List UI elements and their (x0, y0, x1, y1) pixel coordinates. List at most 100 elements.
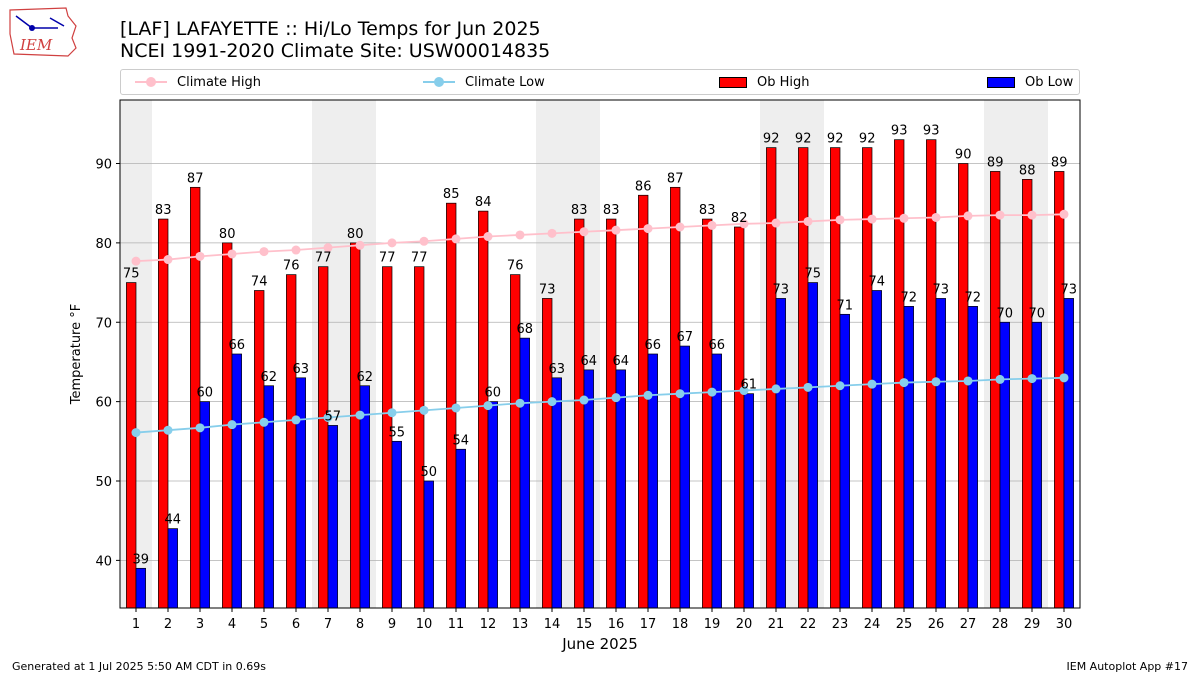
climate-low-point-20 (739, 386, 749, 396)
x-tick-label-18: 18 (672, 617, 689, 632)
ob-low-label-29: 70 (1029, 306, 1046, 321)
ob-low-bar-25 (903, 306, 914, 609)
ob-low-bar-7 (327, 425, 338, 609)
ob-high-label-15: 83 (571, 203, 588, 218)
ob-low-label-21: 73 (773, 282, 790, 297)
climate-low-point-1 (131, 428, 141, 438)
ob-high-label-25: 93 (891, 124, 908, 139)
climate-low-point-27 (963, 376, 973, 386)
x-tick-label-7: 7 (324, 617, 332, 632)
ob-high-label-29: 88 (1019, 163, 1036, 178)
ob-high-bar-29 (1022, 179, 1033, 609)
ob-high-bar-25 (894, 139, 905, 609)
climate-low-point-15 (579, 395, 589, 405)
x-tick-label-11: 11 (448, 617, 465, 632)
x-axis-label: June 2025 (561, 635, 638, 653)
ob-high-bar-21 (766, 147, 777, 609)
climate-high-point-6 (291, 245, 301, 255)
ob-low-label-25: 72 (901, 290, 918, 305)
x-tick-label-12: 12 (480, 617, 497, 632)
legend-symbol (987, 76, 1015, 88)
ob-high-bar-27 (958, 163, 969, 609)
ob-high-bar-7 (318, 266, 329, 609)
climate-low-point-18 (675, 389, 685, 399)
climate-low-point-19 (707, 387, 717, 397)
x-tick-label-15: 15 (576, 617, 593, 632)
climate-high-line (135, 213, 1065, 263)
ob-high-label-24: 92 (859, 132, 876, 147)
ob-high-label-18: 87 (667, 171, 684, 186)
plot-frame (119, 99, 1081, 609)
climate-high-point-30 (1059, 209, 1069, 219)
x-tick-label-2: 2 (164, 617, 172, 632)
climate-high-point-13 (515, 230, 525, 240)
ob-high-label-20: 82 (731, 211, 748, 226)
ob-high-label-6: 76 (283, 259, 300, 274)
ob-low-label-4: 66 (229, 338, 246, 353)
ob-high-bar-26 (926, 139, 937, 609)
ob-high-label-10: 77 (411, 251, 428, 266)
ob-high-label-9: 77 (379, 251, 396, 266)
weekend-shade-22 (792, 100, 824, 608)
ob-high-bar-15 (574, 218, 585, 609)
ob-high-label-27: 90 (955, 148, 972, 163)
ob-low-bar-17 (647, 353, 658, 609)
ob-low-bar-12 (487, 401, 498, 609)
ob-low-bar-16 (615, 369, 626, 609)
ob-high-bar-17 (638, 194, 649, 609)
ob-low-label-28: 70 (997, 306, 1014, 321)
ob-low-label-9: 55 (389, 425, 406, 440)
climate-low-point-10 (419, 405, 429, 415)
climate-high-point-18 (675, 222, 685, 232)
ob-low-bar-15 (583, 369, 594, 609)
climate-high-point-10 (419, 236, 429, 246)
x-tick-label-5: 5 (260, 617, 268, 632)
ob-high-bar-19 (702, 218, 713, 609)
y-tick-label-60: 60 (95, 396, 112, 411)
ob-low-label-24: 74 (869, 275, 886, 290)
ob-low-label-18: 67 (677, 330, 694, 345)
ob-high-label-30: 89 (1051, 155, 1068, 170)
climate-low-point-8 (355, 410, 365, 420)
app-footer: IEM Autoplot App #17 (1066, 660, 1189, 673)
ob-low-bar-14 (551, 377, 562, 609)
ob-low-bar-18 (679, 345, 690, 609)
chart-title-line2: NCEI 1991-2020 Climate Site: USW00014835 (120, 40, 551, 62)
weekend-shade-14 (536, 100, 568, 608)
x-tick-label-14: 14 (544, 617, 561, 632)
ob-low-label-10: 50 (421, 465, 438, 480)
climate-low-point-16 (611, 393, 621, 403)
ob-low-bar-29 (1031, 321, 1042, 609)
ob-high-bar-22 (798, 147, 809, 609)
climate-high-point-1 (131, 256, 141, 266)
climate-high-point-17 (643, 224, 653, 234)
ob-high-bar-10 (414, 266, 425, 609)
ob-high-bar-11 (446, 202, 457, 609)
iem-logo: IEM (9, 7, 77, 57)
climate-high-point-14 (547, 228, 557, 238)
ob-high-label-13: 76 (507, 259, 524, 274)
x-tick-label-9: 9 (388, 617, 396, 632)
legend-symbol (135, 77, 167, 87)
ob-high-label-8: 80 (347, 227, 364, 242)
x-tick-label-13: 13 (512, 617, 529, 632)
legend-item-climate-high: Climate High (135, 70, 261, 94)
climate-high-point-26 (931, 212, 941, 222)
ob-high-label-21: 92 (763, 132, 780, 147)
climate-low-point-9 (387, 408, 397, 418)
climate-high-point-22 (803, 216, 813, 226)
weekend-shade-15 (568, 100, 600, 608)
climate-low-point-25 (899, 378, 909, 388)
climate-high-point-11 (451, 234, 461, 244)
logo-text: IEM (19, 36, 53, 54)
weekend-shade-7 (312, 100, 344, 608)
ob-low-bar-4 (231, 353, 242, 609)
climate-high-point-20 (739, 219, 749, 229)
x-tick-label-4: 4 (228, 617, 236, 632)
ob-low-label-27: 72 (965, 290, 982, 305)
legend-symbol (719, 76, 747, 88)
weekend-shade-28 (984, 100, 1016, 608)
ob-low-label-12: 60 (485, 386, 502, 401)
y-axis-label: Temperature °F (69, 304, 84, 405)
x-tick-label-17: 17 (640, 617, 657, 632)
